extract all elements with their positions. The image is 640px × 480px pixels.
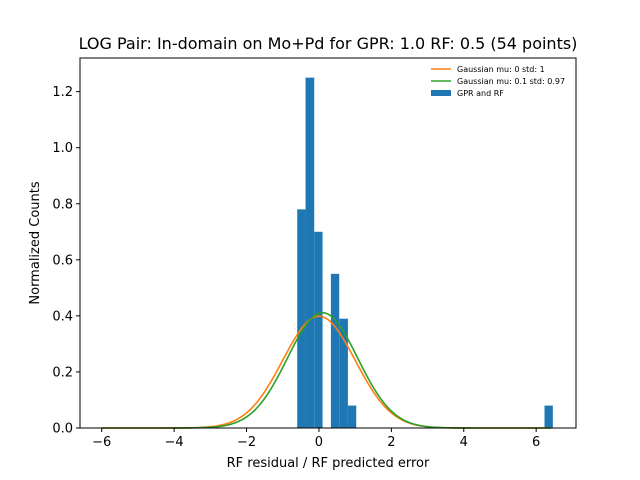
y-tick-label: 0.4 [52, 309, 73, 324]
histogram-bar-2 [314, 231, 323, 428]
histogram-bar-5 [347, 405, 357, 428]
histogram-bar-3 [330, 273, 340, 428]
y-axis-ticks: 0.0 0.2 0.4 0.6 0.8 1.0 1.2 [52, 85, 80, 437]
plot-frame [79, 57, 577, 429]
y-tick-label: 0.2 [52, 365, 73, 380]
y-tick-label: 0.8 [52, 197, 73, 212]
legend-label-curve-1: Gaussian mu: 0.1 std: 0.97 [457, 77, 565, 86]
legend-label-histogram: GPR and RF [457, 89, 504, 98]
y-axis-label: Normalized Counts [28, 181, 43, 304]
x-tick-label: 2 [387, 435, 395, 450]
y-tick-label: 0.6 [52, 253, 73, 268]
y-tick-label: 1.2 [52, 85, 73, 100]
x-tick-label: 4 [460, 435, 468, 450]
x-tick-label: 6 [532, 435, 540, 450]
chart-title: LOG Pair: In-domain on Mo+Pd for GPR: 1.… [79, 34, 578, 53]
x-tick-label: −6 [92, 435, 111, 450]
histogram-bars [297, 77, 553, 428]
x-axis-ticks: −6 −4 −2 0 2 4 6 [92, 428, 540, 450]
y-tick-label: 1.0 [52, 141, 73, 156]
legend-swatch-histogram [431, 90, 451, 96]
x-tick-label: −4 [165, 435, 184, 450]
legend: Gaussian mu: 0 std: 1 Gaussian mu: 0.1 st… [431, 65, 565, 98]
histogram-bar-6 [544, 405, 553, 428]
x-tick-label: −2 [237, 435, 256, 450]
histogram-bar-4 [339, 318, 348, 428]
histogram-bar-1 [305, 77, 315, 428]
histogram-bar-0 [297, 209, 306, 428]
x-axis-label: RF residual / RF predicted error [227, 456, 430, 471]
legend-label-curve-0: Gaussian mu: 0 std: 1 [457, 65, 545, 74]
x-tick-label: 0 [315, 435, 323, 450]
y-tick-label: 0.0 [52, 422, 73, 437]
